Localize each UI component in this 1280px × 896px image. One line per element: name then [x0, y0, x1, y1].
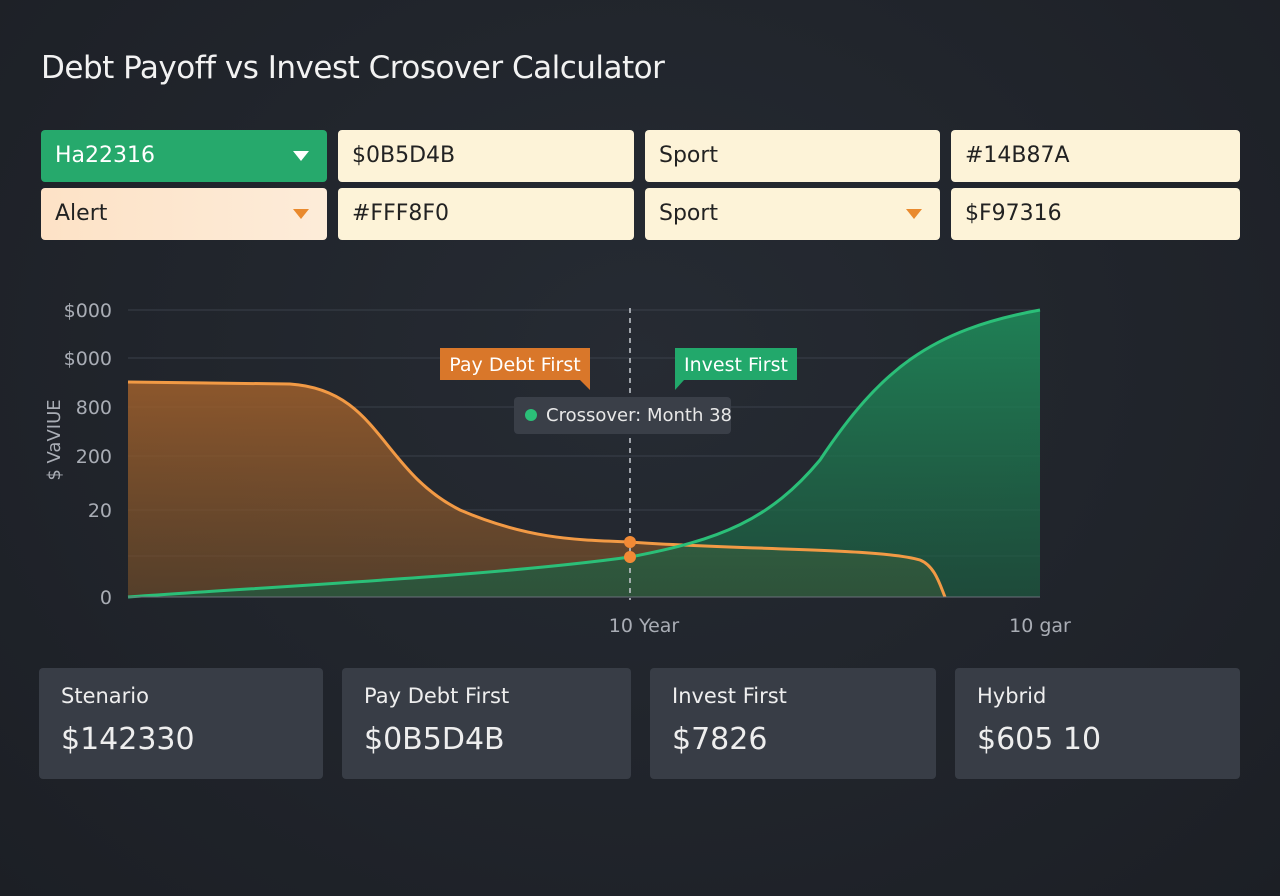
input[interactable]: #14B87A	[951, 130, 1240, 182]
input-value: #FFF8F0	[352, 201, 450, 226]
card-value: $605 10	[977, 722, 1102, 757]
crossover-tooltip: Crossover: Month 38	[514, 397, 732, 434]
input[interactable]: #FFF8F0	[338, 188, 634, 240]
y-tick-label: 800	[76, 397, 112, 419]
card-value: $0B5D4B	[364, 722, 505, 757]
summary-card: Hybrid $605 10	[955, 668, 1240, 779]
callout-box	[675, 348, 797, 390]
input[interactable]: $0B5D4B	[338, 130, 634, 182]
input-value: #14B87A	[965, 143, 1070, 168]
input[interactable]: Sport	[645, 130, 940, 182]
pay-debt-callout: Pay Debt First	[440, 348, 590, 390]
dropdown-arrow	[293, 151, 309, 161]
page-title: Debt Payoff vs Invest Crosover Calculato…	[41, 50, 665, 86]
dropdown[interactable]: Alert	[41, 188, 327, 240]
chart: $000 $000 800 200 20 0 $ VaVIUE 10 Year …	[44, 300, 1071, 637]
dropdown[interactable]: Sport	[645, 188, 940, 240]
crossover-point	[624, 551, 636, 563]
summary-card: Stenario $142330	[39, 668, 323, 779]
dropdown[interactable]: Ha22316	[41, 130, 327, 182]
dropdown-value: Sport	[659, 201, 719, 226]
y-ticks: $000 $000 800 200 20 0	[64, 300, 112, 609]
invest-line	[127, 308, 1041, 599]
y-axis-label: $ VaVIUE	[44, 399, 65, 480]
input-value: $0B5D4B	[352, 143, 456, 168]
x-tick-label: 10 Year	[609, 615, 680, 637]
y-tick-label: 20	[88, 500, 112, 522]
summary-card: Invest First $7826	[650, 668, 936, 779]
dropdown-arrow	[293, 209, 309, 219]
invest-area	[128, 310, 1040, 597]
card-value: $7826	[672, 722, 768, 757]
invest-callout: Invest First	[675, 348, 797, 390]
card-label: Pay Debt First	[364, 684, 510, 708]
tooltip-dot	[525, 409, 537, 421]
input-value: Sport	[659, 143, 719, 168]
dropdown-value: Ha22316	[55, 143, 156, 168]
pay-debt-line	[127, 380, 947, 598]
tooltip-text: Crossover: Month 38	[546, 405, 732, 426]
card-label: Invest First	[672, 684, 787, 708]
dropdown-value: Alert	[55, 201, 108, 226]
summary-card: Pay Debt First $0B5D4B	[342, 668, 631, 779]
crossover-point	[624, 536, 636, 548]
input[interactable]: $F97316	[951, 188, 1240, 240]
callout-box	[440, 348, 590, 390]
input-value: $F97316	[965, 201, 1062, 226]
card-value: $142330	[61, 722, 195, 757]
callout-text: Invest First	[684, 354, 788, 376]
card-label: Hybrid	[977, 684, 1047, 708]
x-tick-label: 10 gar	[1009, 615, 1071, 637]
dropdown-arrow	[906, 209, 922, 219]
pay-debt-area	[128, 382, 945, 597]
y-tick-label: $000	[64, 348, 112, 370]
callout-text: Pay Debt First	[449, 354, 580, 376]
tooltip-box	[514, 397, 731, 434]
y-tick-label: 200	[76, 446, 112, 468]
card-label: Stenario	[61, 684, 149, 708]
y-tick-label: 0	[100, 587, 112, 609]
y-tick-label: $000	[64, 300, 112, 322]
